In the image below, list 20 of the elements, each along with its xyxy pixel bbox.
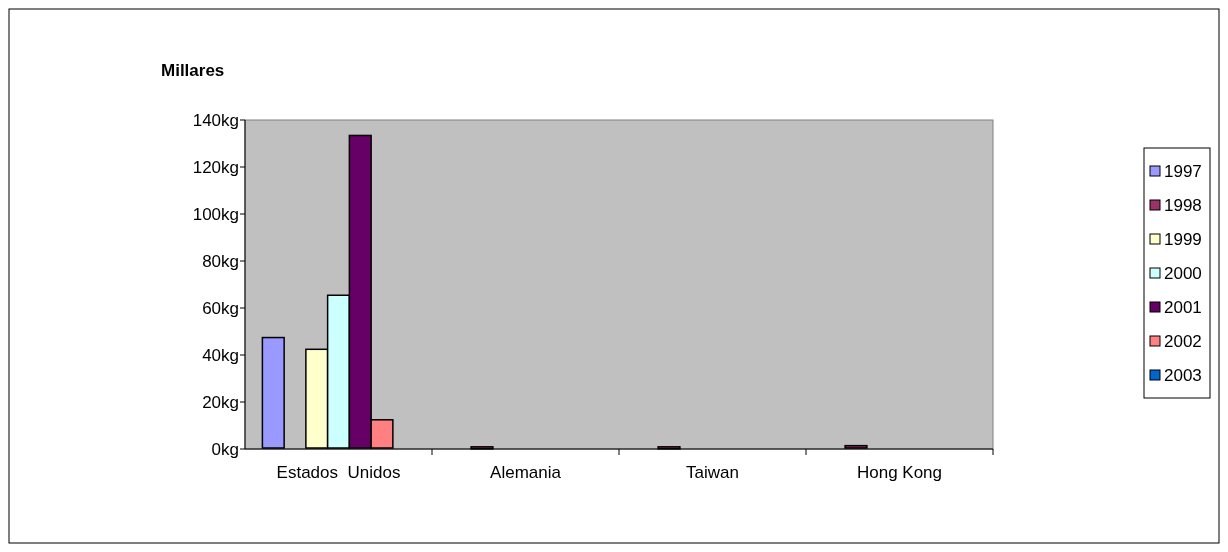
legend-label: 2002 <box>1164 331 1202 351</box>
y-tick-label: 80kg <box>202 251 239 271</box>
legend-label: 1999 <box>1164 229 1202 249</box>
legend-label: 2000 <box>1164 263 1202 283</box>
x-tick-label: Hong Kong <box>856 463 943 482</box>
legend-label: 1997 <box>1164 161 1202 181</box>
legend-label: 2001 <box>1164 297 1202 317</box>
y-axis-title: Millares <box>161 61 225 80</box>
y-tick-label: 100kg <box>192 204 239 224</box>
y-tick-label: 40kg <box>202 345 239 365</box>
y-tick-label: 120kg <box>192 157 239 177</box>
y-tick-label: 140kg <box>192 110 239 130</box>
x-tick-label: Estados Unidos <box>276 463 401 482</box>
y-tick-label: 20kg <box>202 392 239 412</box>
x-tick-label: Alemania <box>490 463 562 482</box>
x-tick-label: Taiwan <box>686 463 739 482</box>
y-tick-label: 0kg <box>211 439 239 459</box>
legend-label: 1998 <box>1164 195 1202 215</box>
legend-label: 2003 <box>1164 365 1202 385</box>
y-tick-label: 60kg <box>202 298 239 318</box>
